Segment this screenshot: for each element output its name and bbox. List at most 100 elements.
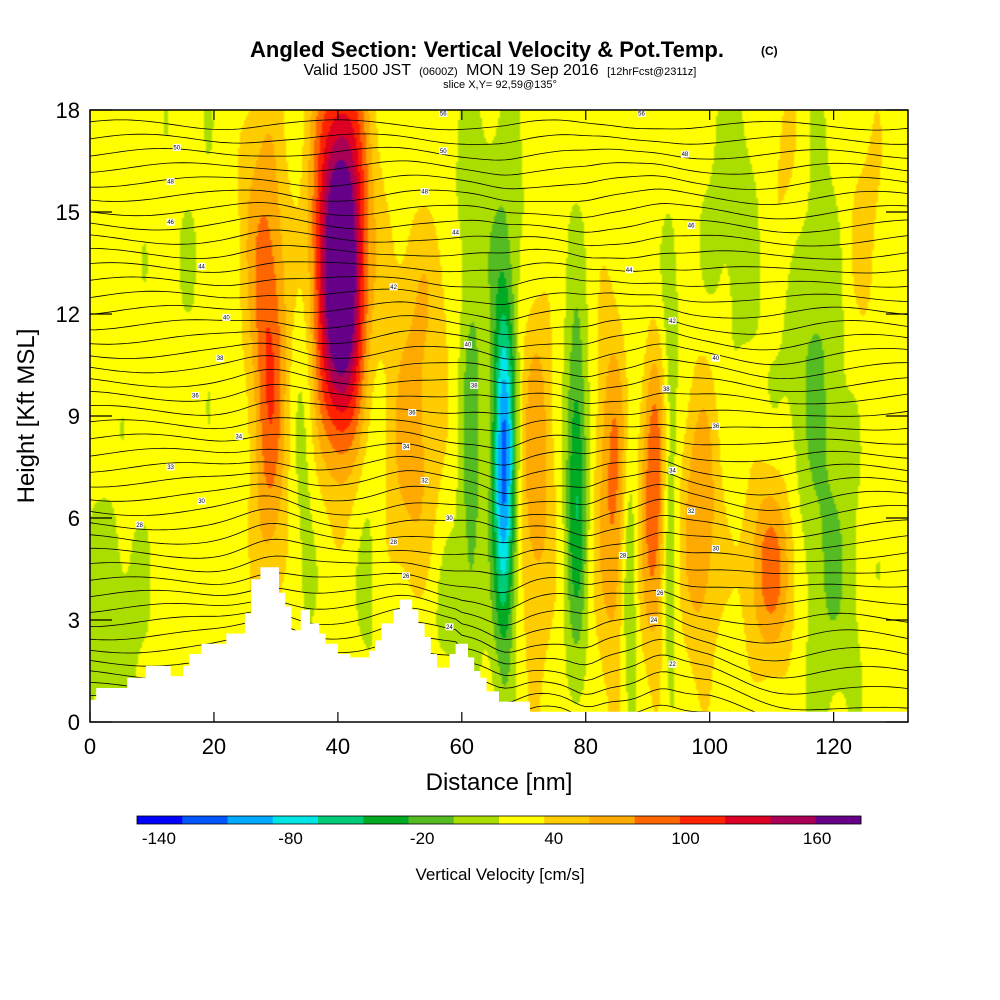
isentrope-line [90,119,908,131]
isentrope-line [90,400,908,417]
isentrope-line [90,383,908,405]
contour-label: 22 [668,660,677,668]
svg-text:46: 46 [688,224,695,230]
svg-text:48: 48 [421,190,428,196]
terrain-mask [90,567,908,722]
slice-label: slice X,Y= 92,59@135° [443,79,557,91]
colorbar: -140 -80 -20 40 100 160 [136,815,862,848]
x-tick-label: 0 [84,734,96,759]
contour-label: 28 [618,551,627,559]
svg-text:32: 32 [688,509,695,515]
colorbar-swatch [137,816,183,824]
contour-label: 38 [470,381,479,389]
colorbar-tick-label: 40 [544,829,563,848]
colorbar-swatch [318,816,364,824]
contour-label: 26 [656,589,665,597]
x-tick-label: 80 [574,734,598,759]
isentrope-line [90,329,908,351]
svg-text:30: 30 [713,547,720,553]
svg-text:48: 48 [167,179,174,185]
contour-label: 50 [439,147,448,155]
x-tick-label: 60 [450,734,474,759]
isentrope-line [90,417,908,432]
colorbar-swatch [589,816,636,824]
contour-label: 42 [389,283,398,291]
isentrope-line [90,342,908,366]
svg-text:46: 46 [167,220,174,226]
valid-date: MON 19 Sep 2016 [466,62,599,79]
isentrope-line [90,620,908,662]
contour-label: 24 [649,616,658,624]
isentrope-line [90,495,908,526]
contour-label: 44 [625,266,634,274]
x-tick-label: 100 [691,734,728,759]
contour-label: 56 [637,110,646,117]
isentrope-line [90,508,908,539]
isentrope-line [90,355,908,380]
isentrope-line [90,276,908,288]
isentrope-line [90,301,908,321]
svg-text:26: 26 [657,591,664,597]
isentrope-line [90,202,908,220]
isentrope-line [90,455,908,481]
y-axis-label: Height [Kft MSL] [13,329,40,504]
vertical-velocity-field [90,110,908,722]
contour-label: 40 [711,354,720,362]
y-tick-label: 15 [56,200,80,225]
contour-label: 30 [197,497,206,505]
x-tick-label: 20 [202,734,226,759]
y-tick-label: 12 [56,302,80,327]
valid-time: Valid 1500 JST [304,62,412,79]
y-tick-label: 0 [68,710,80,735]
isentrope-line [90,288,908,305]
svg-text:50: 50 [173,145,180,151]
contour-label: 33 [166,463,175,471]
x-tick-label: 40 [326,734,350,759]
svg-text:36: 36 [409,411,416,417]
isentrope-line [90,160,908,176]
y-tick-label: 9 [68,404,80,429]
colorbar-swatch [272,816,319,824]
svg-text:42: 42 [669,319,676,325]
contour-label: 32 [420,477,429,485]
svg-text:38: 38 [217,356,224,362]
svg-text:42: 42 [390,285,397,291]
svg-text:22: 22 [669,662,676,668]
colorbar-swatch [408,816,455,824]
isentrope-line [90,215,908,234]
chart-title: Angled Section: Vertical Velocity & Pot.… [250,37,724,62]
potential-temperature-contours [90,119,908,722]
contour-label: 28 [135,521,144,529]
svg-text:50: 50 [440,149,447,155]
colorbar-swatch [544,816,590,824]
contour-label: 48 [680,150,689,158]
isentrope-line [90,483,908,511]
isentrope-line [90,594,908,626]
contour-label: 42 [668,317,677,325]
contour-label: 40 [464,341,473,349]
svg-text:32: 32 [421,479,428,485]
y-tick-label: 18 [56,98,80,123]
svg-text:40: 40 [465,343,472,349]
y-tick-label: 3 [68,608,80,633]
isentrope-line [90,245,908,260]
svg-text:36: 36 [713,424,720,430]
colorbar-swatch [499,816,545,824]
contour-label: 34 [234,432,243,440]
contour-label: 24 [445,623,454,631]
colorbar-title: Vertical Velocity [cm/s] [415,865,584,884]
contour-label: 56 [439,110,448,117]
svg-text:34: 34 [669,468,676,474]
contour-label: 30 [445,514,454,522]
colorbar-swatch [770,816,817,824]
isentrope-line [90,229,908,247]
isentrope-line [90,470,908,496]
svg-text:56: 56 [638,111,645,117]
y-axis: 0 36 9 12 15 18 [56,98,908,735]
forecast-tag: [12hrFcst@2311z] [607,66,696,78]
contour-label: 40 [222,313,231,321]
colorbar-swatch [363,816,409,824]
isentrope-line [90,188,908,205]
utc-time: (0600Z) [419,66,458,78]
